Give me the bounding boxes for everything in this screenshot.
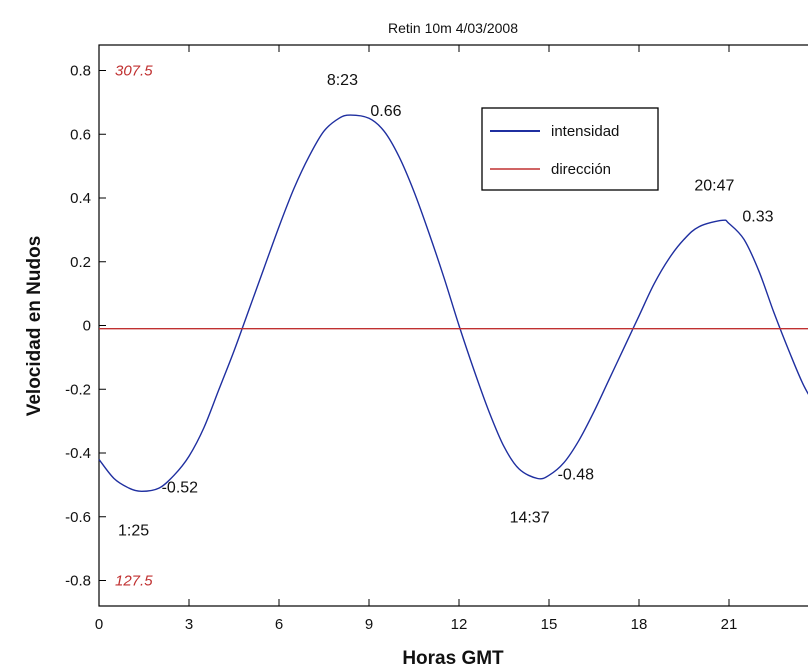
plot-area-frame bbox=[98, 44, 808, 607]
data-label: 1:25 bbox=[118, 522, 149, 539]
y-tick-label: 0.6 bbox=[70, 126, 91, 143]
x-tick-label: 15 bbox=[541, 616, 558, 633]
y-tick-label: 0.4 bbox=[70, 190, 91, 207]
direction-scale-label: 307.5 bbox=[115, 63, 153, 80]
y-tick-label: 0.8 bbox=[70, 63, 91, 80]
x-tick-label: 6 bbox=[275, 616, 283, 633]
x-tick-label: 18 bbox=[631, 616, 648, 633]
y-tick-label: -0.6 bbox=[65, 509, 91, 526]
x-tick-label: 12 bbox=[451, 616, 468, 633]
series-line-intensidad bbox=[98, 114, 808, 493]
y-tick-label: -0.8 bbox=[65, 573, 91, 590]
x-axis-title: Horas GMT bbox=[402, 648, 504, 669]
x-tick-label: 21 bbox=[721, 616, 738, 633]
x-tick-label: 3 bbox=[185, 616, 193, 633]
y-tick-label: 0 bbox=[83, 318, 91, 335]
legend: intensidad dirección bbox=[481, 107, 659, 191]
data-label: -0.48 bbox=[558, 467, 595, 484]
y-tick-label: -0.2 bbox=[65, 381, 91, 398]
legend-box bbox=[481, 107, 659, 191]
legend-label-intensidad: intensidad bbox=[551, 123, 619, 140]
legend-label-direccion: dirección bbox=[551, 161, 611, 178]
y-axis-title: Velocidad en Nudos bbox=[24, 236, 45, 417]
data-label: 0.66 bbox=[370, 103, 401, 120]
data-label: 14:37 bbox=[510, 510, 550, 527]
x-tick-label: 9 bbox=[365, 616, 373, 633]
data-label: 8:23 bbox=[327, 72, 358, 89]
annotations-layer: 8:23 0.66 1:25 -0.52 14:37 -0.48 20:47 0.33 307.… bbox=[115, 63, 774, 590]
data-label: -0.52 bbox=[162, 479, 199, 496]
series-layer bbox=[98, 114, 808, 493]
direction-scale-label: 127.5 bbox=[115, 573, 153, 590]
chart-title: Retin 10m 4/03/2008 bbox=[388, 20, 518, 36]
data-label: 20:47 bbox=[694, 177, 734, 194]
x-tick-label: 0 bbox=[95, 616, 103, 633]
y-tick-label: -0.4 bbox=[65, 445, 91, 462]
data-label: 0.33 bbox=[742, 208, 773, 225]
y-tick-label: 0.2 bbox=[70, 254, 91, 271]
y-axis: 0.8 0.6 0.4 0.2 0 -0.2 -0.4 -0.6 -0.8 bbox=[65, 63, 106, 590]
